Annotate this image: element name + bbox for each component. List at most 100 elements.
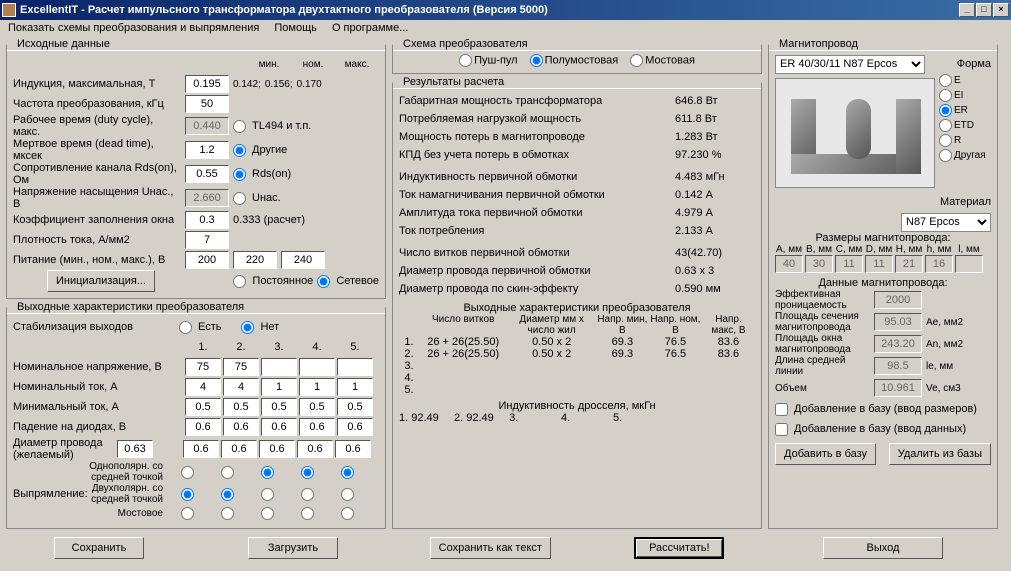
del-db-button[interactable]: Удалить из базы xyxy=(889,443,991,465)
dh4: H, мм xyxy=(895,244,923,255)
r1-4[interactable] xyxy=(301,466,314,479)
shape-radios: E EI ER ETD R Другая xyxy=(939,74,986,192)
r2-2[interactable] xyxy=(221,488,234,501)
shape-etd[interactable] xyxy=(939,119,952,132)
hdr-max: макс. xyxy=(335,59,379,70)
supply-label: Питание (мин., ном., макс.), В xyxy=(13,254,181,266)
vd-5[interactable] xyxy=(337,418,373,436)
exit-button[interactable]: Выход xyxy=(823,537,943,559)
r3-4[interactable] xyxy=(301,507,314,520)
stab-yes-radio[interactable] xyxy=(179,321,192,334)
bridge-opt[interactable]: Мостовая xyxy=(630,54,695,67)
j-input[interactable] xyxy=(185,231,229,249)
imin-1[interactable] xyxy=(185,398,221,416)
menu-about[interactable]: О программе... xyxy=(332,22,408,34)
vnom-2[interactable] xyxy=(223,358,259,376)
fill-input[interactable] xyxy=(185,211,229,229)
pushpull-opt[interactable]: Пуш-пул xyxy=(459,54,518,67)
ac-radio[interactable] xyxy=(317,275,330,288)
rect1-label: Однополярн. со средней точкой xyxy=(81,461,165,483)
imin-3[interactable] xyxy=(261,398,297,416)
r3-2[interactable] xyxy=(221,507,234,520)
core-legend: Магнитопровод xyxy=(775,38,862,50)
vnom-4[interactable] xyxy=(299,358,335,376)
tl494-radio[interactable] xyxy=(233,120,246,133)
halfbridge-opt[interactable]: Полумостовая xyxy=(530,54,619,67)
dead-label: Мертвое время (dead time), мксек xyxy=(13,138,181,162)
dw-1[interactable] xyxy=(183,440,219,458)
r2-4[interactable] xyxy=(301,488,314,501)
imin-4[interactable] xyxy=(299,398,335,416)
r1-3[interactable] xyxy=(261,466,274,479)
add-db-button[interactable]: Добавить в базу xyxy=(775,443,876,465)
inom-3[interactable] xyxy=(261,378,297,396)
freq-input[interactable] xyxy=(185,95,229,113)
vd-3[interactable] xyxy=(261,418,297,436)
load-button[interactable]: Загрузить xyxy=(248,537,338,559)
r2-5[interactable] xyxy=(341,488,354,501)
dc-radio[interactable] xyxy=(233,275,246,288)
vnom-3[interactable] xyxy=(261,358,297,376)
inom-4[interactable] xyxy=(299,378,335,396)
supply-min[interactable] xyxy=(185,251,229,269)
inom-2[interactable] xyxy=(223,378,259,396)
r1-2[interactable] xyxy=(221,466,234,479)
r1-5[interactable] xyxy=(341,466,354,479)
save-button[interactable]: Сохранить xyxy=(54,537,144,559)
core-select[interactable]: ER 40/30/11 N87 Epcos xyxy=(775,55,925,74)
cb1-l: Добавление в базу (ввод размеров) xyxy=(794,403,977,415)
dw-3[interactable] xyxy=(259,440,295,458)
menu-schemes[interactable]: Показать схемы преобразования и выпрямле… xyxy=(8,22,259,34)
shape-er[interactable] xyxy=(939,104,952,117)
dw-4[interactable] xyxy=(297,440,333,458)
inom-5[interactable] xyxy=(337,378,373,396)
init-button[interactable]: Инициализация... xyxy=(47,270,155,292)
shape-ei[interactable] xyxy=(939,89,952,102)
lprim-v: 4.483 мГн xyxy=(675,171,755,183)
cb-data[interactable] xyxy=(775,423,788,436)
vd-2[interactable] xyxy=(223,418,259,436)
minimize-button[interactable]: _ xyxy=(959,3,975,17)
rds-input[interactable] xyxy=(185,165,229,183)
inom-1[interactable] xyxy=(185,378,221,396)
close-button[interactable]: × xyxy=(993,3,1009,17)
rect2-label: Двухполярн. со средней точкой xyxy=(81,483,165,505)
calc-button[interactable]: Рассчитать! xyxy=(634,537,724,559)
output-group: Выходные характеристики преобразователя … xyxy=(6,301,386,529)
supply-nom[interactable] xyxy=(233,251,277,269)
r1-1[interactable] xyxy=(181,466,194,479)
r3-1[interactable] xyxy=(181,507,194,520)
cb-dims[interactable] xyxy=(775,403,788,416)
dead-input[interactable] xyxy=(185,141,229,159)
shape-r[interactable] xyxy=(939,134,952,147)
iamp-l: Амплитуда тока первичной обмотки xyxy=(399,207,675,219)
other-radio[interactable] xyxy=(233,144,246,157)
dwire-first[interactable] xyxy=(117,440,153,458)
r3-3[interactable] xyxy=(261,507,274,520)
shape-other[interactable] xyxy=(939,149,952,162)
dw-5[interactable] xyxy=(335,440,371,458)
induction-input[interactable] xyxy=(185,75,229,93)
vnom-1[interactable] xyxy=(185,358,221,376)
r2-1[interactable] xyxy=(181,488,194,501)
vd-1[interactable] xyxy=(185,418,221,436)
unas-radio[interactable] xyxy=(233,192,246,205)
vd-4[interactable] xyxy=(299,418,335,436)
an-u: An, мм2 xyxy=(926,339,974,350)
menu-help[interactable]: Помощь xyxy=(274,22,317,34)
imin-5[interactable] xyxy=(337,398,373,416)
maximize-button[interactable]: □ xyxy=(976,3,992,17)
savetext-button[interactable]: Сохранить как текст xyxy=(430,537,551,559)
rdson-radio[interactable] xyxy=(233,168,246,181)
dh5: h, мм xyxy=(925,244,953,255)
stab-no-radio[interactable] xyxy=(241,321,254,334)
imin-2[interactable] xyxy=(223,398,259,416)
material-select[interactable]: N87 Epcos xyxy=(901,213,991,232)
shape-e[interactable] xyxy=(939,74,952,87)
supply-max[interactable] xyxy=(281,251,325,269)
icons-v: 2.133 А xyxy=(675,225,755,237)
vnom-5[interactable] xyxy=(337,358,373,376)
r2-3[interactable] xyxy=(261,488,274,501)
dw-2[interactable] xyxy=(221,440,257,458)
r3-5[interactable] xyxy=(341,507,354,520)
